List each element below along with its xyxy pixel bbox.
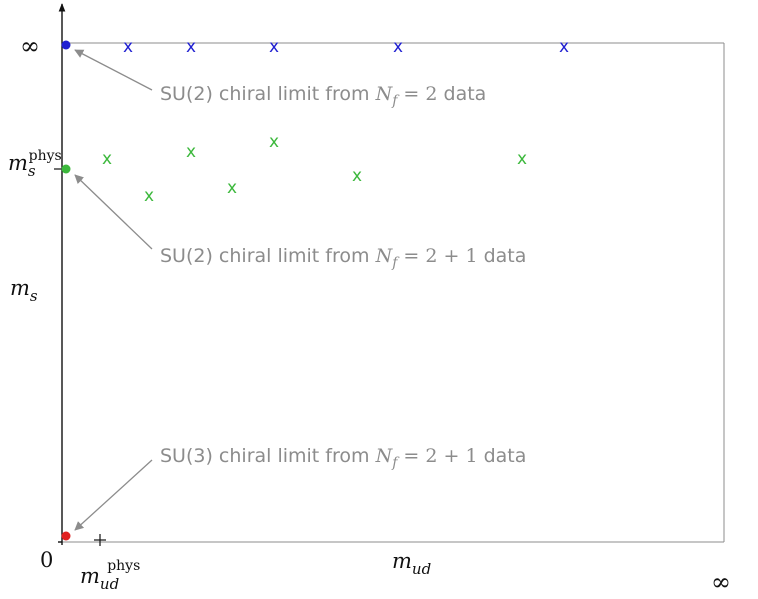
su3-nf21-annotation: SU(3) chiral limit from Nf = 2 + 1 data bbox=[160, 445, 526, 471]
su2-nf2-annotation: SU(2) chiral limit from Nf = 2 data bbox=[160, 83, 486, 109]
blue-markers: x x x x x bbox=[123, 37, 569, 57]
blue-marker: x bbox=[559, 37, 569, 57]
green-marker: x bbox=[227, 178, 237, 198]
x-infinity-label: ∞ bbox=[711, 568, 731, 596]
green-marker: x bbox=[144, 186, 154, 206]
green-marker: x bbox=[517, 149, 527, 169]
ms-axis-label: ms bbox=[10, 276, 38, 305]
origin-label: 0 bbox=[40, 548, 53, 572]
y-infinity-label: ∞ bbox=[20, 32, 40, 60]
mud-axis-label: mud bbox=[392, 549, 431, 578]
green-marker: x bbox=[352, 166, 362, 186]
su2-nf2-arrow bbox=[74, 49, 153, 91]
su2-nf2-limit-dot bbox=[61, 40, 71, 50]
mud-phys-label: mudphys bbox=[80, 558, 140, 593]
su3-nf21-arrow bbox=[74, 459, 153, 531]
su2-nf21-annotation: SU(2) chiral limit from Nf = 2 + 1 data bbox=[160, 245, 526, 271]
blue-marker: x bbox=[123, 37, 133, 57]
green-marker: x bbox=[186, 142, 196, 162]
ms-phys-label: msphys bbox=[8, 148, 62, 180]
green-marker: x bbox=[269, 132, 279, 152]
green-markers: x x x x x x x bbox=[102, 132, 527, 206]
su2-nf21-arrow bbox=[74, 174, 153, 250]
blue-marker: x bbox=[186, 37, 196, 57]
su3-nf21-limit-dot bbox=[61, 531, 71, 541]
blue-marker: x bbox=[393, 37, 403, 57]
su2-nf21-limit-dot bbox=[61, 164, 71, 174]
green-marker: x bbox=[102, 149, 112, 169]
blue-marker: x bbox=[269, 37, 279, 57]
